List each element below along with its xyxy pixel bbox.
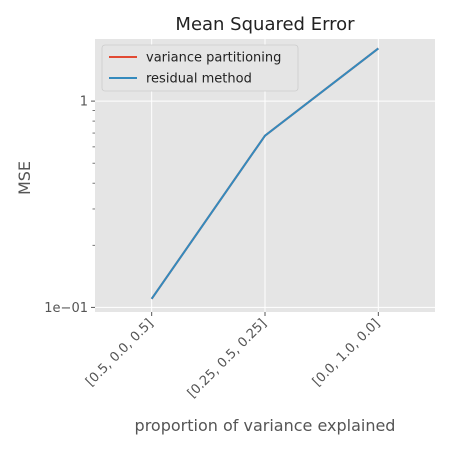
series-lines <box>150 47 379 300</box>
y-tick-label: 1e−01 <box>44 301 88 316</box>
x-tick-label: [0.0, 1.0, 0.0] <box>310 316 383 389</box>
x-axis-label: proportion of variance explained <box>135 416 396 435</box>
legend-label: variance partitioning <box>146 51 281 66</box>
y-minor-ticks <box>92 110 95 246</box>
legend-label: residual method <box>146 72 252 87</box>
legend-box <box>101 44 299 92</box>
y-ticks: 1e−01 1 <box>44 95 95 316</box>
x-tick-label: [0.5, 0.0, 0.5] <box>83 316 156 389</box>
x-ticks: [0.5, 0.0, 0.5] [0.25, 0.5, 0.25] [0.0, 1.… <box>83 312 383 401</box>
series-line-1 <box>150 47 379 300</box>
x-tick-label: [0.25, 0.5, 0.25] <box>185 316 270 401</box>
y-tick-label: 1 <box>80 95 88 110</box>
y-axis-label: MSE <box>15 161 34 195</box>
legend: variance partitioning residual method <box>101 44 299 92</box>
chart-title: Mean Squared Error <box>175 14 355 35</box>
